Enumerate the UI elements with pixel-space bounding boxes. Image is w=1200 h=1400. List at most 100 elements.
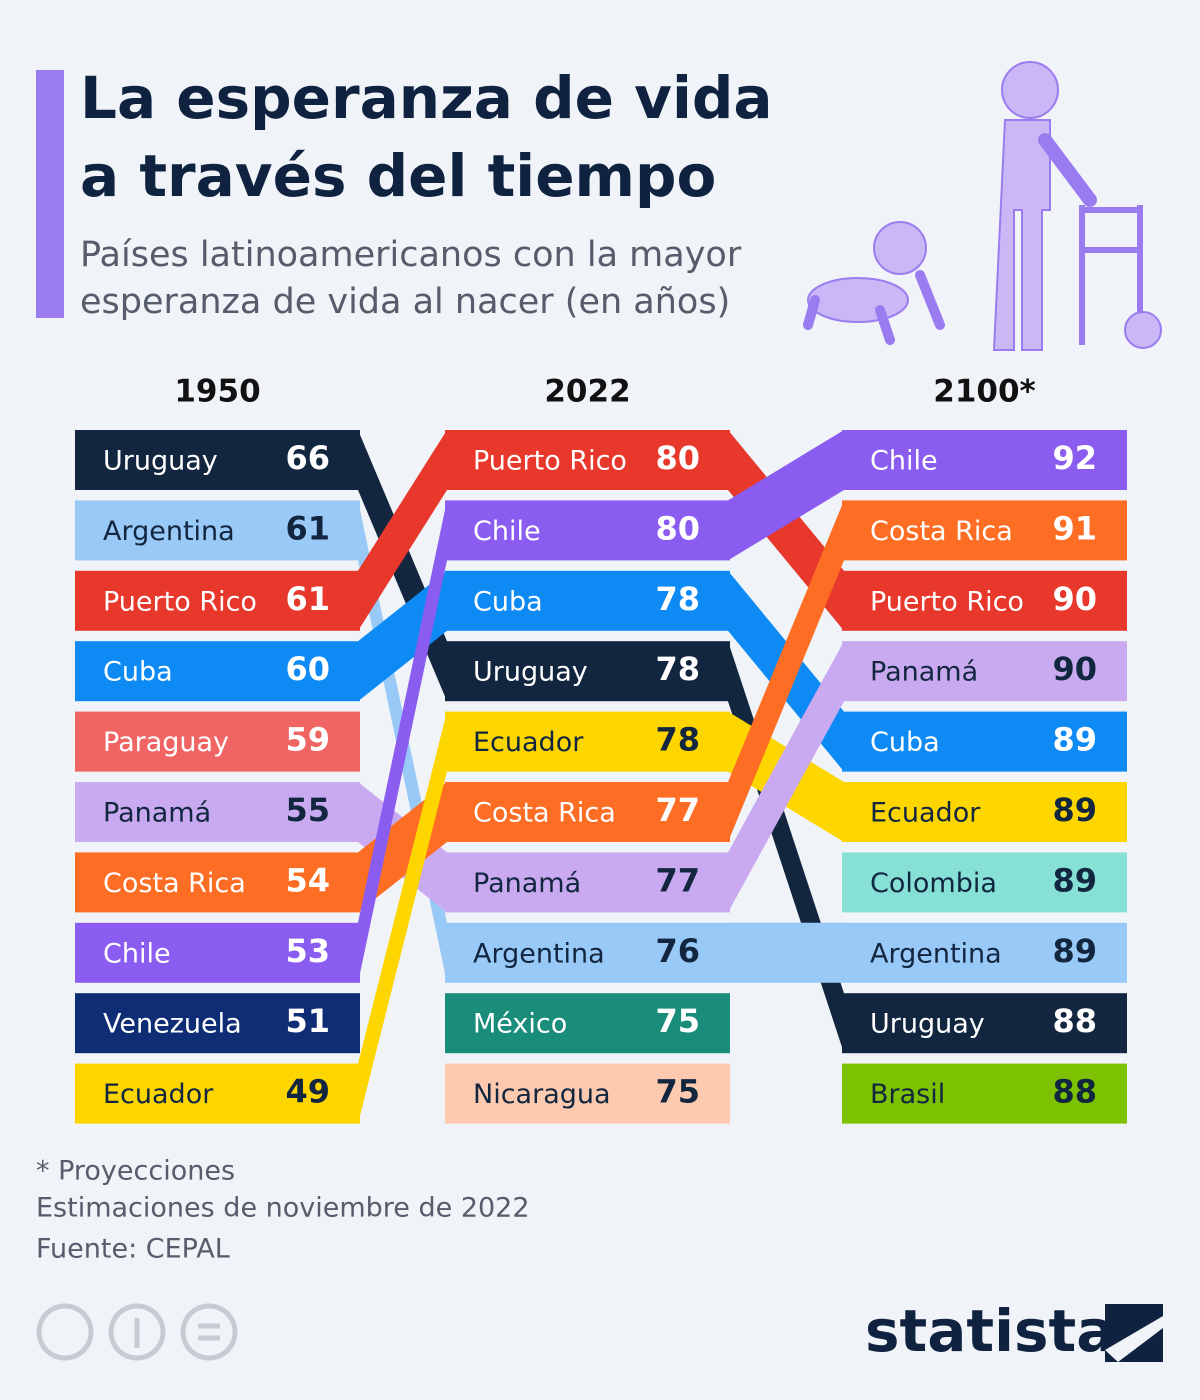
- value-label: 61: [285, 580, 330, 618]
- country-box: [842, 570, 1127, 631]
- country-name: Argentina: [103, 516, 235, 547]
- country-box: [842, 852, 1127, 913]
- country-name: Cuba: [870, 727, 940, 758]
- value-label: 89: [1052, 932, 1097, 970]
- value-label: 88: [1052, 1002, 1097, 1040]
- value-label: 88: [1052, 1073, 1097, 1111]
- country-box: [842, 782, 1127, 842]
- value-label: 92: [1052, 439, 1097, 477]
- country-name: Colombia: [870, 868, 997, 899]
- column-heading: 2022: [544, 374, 630, 410]
- ribbon: [358, 500, 447, 983]
- country-box: [842, 430, 1127, 490]
- boxes: Uruguay 66 Argentina 61 Puerto Rico 61 Cuba 60 P…: [75, 430, 1127, 1124]
- title: La esperanza de vida: [80, 64, 773, 132]
- country-name: Ecuador: [870, 798, 981, 829]
- accent-bar: [36, 70, 64, 318]
- ribbon: [358, 711, 447, 1124]
- value-label: 66: [285, 439, 330, 477]
- value-label: 49: [285, 1073, 330, 1111]
- country-box: [445, 782, 730, 842]
- country-name: Chile: [473, 516, 541, 547]
- country-box: [75, 641, 360, 702]
- country-box: [75, 922, 360, 983]
- ribbons: [358, 430, 844, 1124]
- brand-icon: [1105, 1304, 1163, 1362]
- country-box: [445, 711, 730, 772]
- country-box: [842, 922, 1127, 983]
- country-name: Brasil: [870, 1079, 945, 1110]
- value-label: 77: [655, 791, 700, 829]
- country-box: [445, 993, 730, 1054]
- country-name: Ecuador: [103, 1079, 214, 1110]
- country-box: [842, 711, 1127, 772]
- value-label: 78: [655, 721, 700, 759]
- country-name: Argentina: [870, 938, 1002, 969]
- country-name: Cuba: [473, 586, 543, 617]
- title: a través del tiempo: [80, 142, 716, 210]
- country-name: Costa Rica: [870, 516, 1013, 547]
- country-box: [445, 922, 730, 983]
- country-box: [75, 500, 360, 561]
- value-label: 75: [655, 1073, 700, 1111]
- value-label: 80: [655, 509, 700, 547]
- value-label: 55: [285, 791, 330, 829]
- country-box: [842, 500, 1127, 561]
- country-box: [75, 711, 360, 772]
- value-label: 61: [285, 509, 330, 547]
- source: Fuente: CEPAL: [36, 1234, 230, 1265]
- ribbon: [728, 641, 844, 913]
- country-name: Panamá: [870, 657, 978, 688]
- subtitle: esperanza de vida al nacer (en años): [80, 282, 730, 322]
- ribbon: [358, 570, 447, 702]
- bump-chart: Uruguay 66 Argentina 61 Puerto Rico 61 Cuba 60 P…: [75, 374, 1127, 1124]
- value-label: 51: [285, 1002, 330, 1040]
- country-box: [75, 570, 360, 631]
- country-name: Uruguay: [473, 657, 588, 688]
- license-icons: [36, 1303, 238, 1361]
- country-name: Ecuador: [473, 727, 584, 758]
- country-box: [75, 782, 360, 842]
- subtitle: Países latinoamericanos con la mayor: [80, 235, 742, 275]
- country-box: [75, 1063, 360, 1124]
- brand: statista: [865, 1297, 1115, 1365]
- country-name: Argentina: [473, 938, 605, 969]
- country-box: [75, 852, 360, 913]
- country-name: Cuba: [103, 657, 173, 688]
- country-box: [445, 500, 730, 561]
- country-box: [842, 993, 1127, 1054]
- value-label: 90: [1052, 580, 1097, 618]
- country-box: [75, 993, 360, 1054]
- country-box: [842, 641, 1127, 702]
- value-label: 60: [285, 650, 330, 688]
- value-label: 54: [285, 861, 330, 899]
- value-label: 78: [655, 650, 700, 688]
- value-label: 77: [655, 861, 700, 899]
- country-name: Costa Rica: [103, 868, 246, 899]
- value-label: 91: [1052, 509, 1097, 547]
- country-name: Nicaragua: [473, 1079, 611, 1110]
- country-box: [842, 1063, 1127, 1124]
- country-name: Puerto Rico: [473, 446, 627, 477]
- value-label: 89: [1052, 861, 1097, 899]
- country-name: Panamá: [473, 868, 581, 899]
- ribbon: [728, 500, 844, 842]
- country-name: Uruguay: [870, 1009, 985, 1040]
- country-name: Paraguay: [103, 727, 229, 758]
- value-label: 90: [1052, 650, 1097, 688]
- country-name: Costa Rica: [473, 798, 616, 829]
- column-heading: 1950: [174, 374, 260, 410]
- value-label: 75: [655, 1002, 700, 1040]
- ribbon: [358, 430, 447, 631]
- country-name: Uruguay: [103, 446, 218, 477]
- country-box: [445, 430, 730, 490]
- value-label: 78: [655, 580, 700, 618]
- country-box: [445, 570, 730, 631]
- value-label: 76: [655, 932, 700, 970]
- country-name: Puerto Rico: [103, 586, 257, 617]
- country-box: [445, 1063, 730, 1124]
- country-name: Panamá: [103, 798, 211, 829]
- value-label: 53: [285, 932, 330, 970]
- value-label: 80: [655, 439, 700, 477]
- column-heading: 2100*: [933, 374, 1036, 410]
